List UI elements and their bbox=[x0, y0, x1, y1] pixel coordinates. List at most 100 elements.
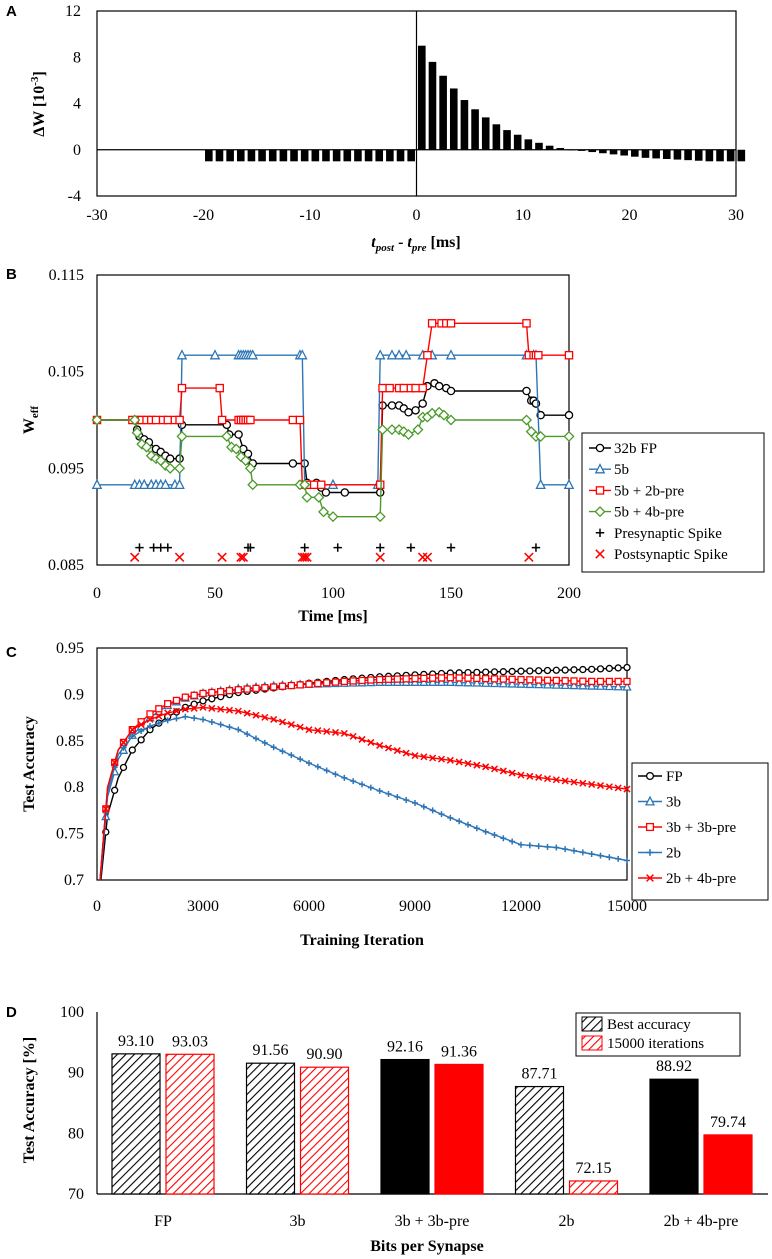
series-point bbox=[569, 680, 579, 690]
x-tick-label: 6000 bbox=[293, 898, 325, 915]
series-point bbox=[384, 744, 393, 752]
panel-b-series bbox=[91, 319, 575, 523]
panel-d-y-ticks: 70 80 90 100 bbox=[60, 1004, 84, 1203]
x-tick-label: -20 bbox=[193, 207, 214, 224]
series-point bbox=[543, 676, 552, 684]
series-point bbox=[225, 706, 234, 714]
y-tick-label: 0.7 bbox=[64, 872, 84, 889]
series-point bbox=[377, 424, 389, 436]
series-point bbox=[464, 760, 472, 768]
legend-marker bbox=[595, 549, 605, 559]
series-point bbox=[159, 459, 171, 471]
series-point bbox=[297, 349, 308, 360]
spike-marker bbox=[333, 543, 342, 552]
series-point bbox=[552, 666, 560, 674]
y-tick-label: 0.8 bbox=[64, 779, 84, 796]
legend-label: 5b bbox=[614, 462, 629, 478]
panel-c-y-ticks: 0.7 0.75 0.8 0.85 0.9 0.95 bbox=[56, 640, 84, 889]
panel-b-spike-events bbox=[130, 543, 541, 562]
panel-a-axes bbox=[97, 11, 736, 196]
series-point bbox=[296, 723, 304, 731]
series-point bbox=[385, 383, 394, 393]
spike-marker bbox=[422, 552, 433, 562]
bar-data-label: 72.15 bbox=[576, 1160, 612, 1177]
series-point bbox=[376, 741, 384, 749]
series-point bbox=[596, 782, 605, 790]
x-tick-label: 2b + 4b-pre bbox=[664, 1213, 739, 1230]
series-point bbox=[482, 763, 490, 771]
x-tick-label: 10 bbox=[515, 207, 531, 224]
x-tick-label: 9000 bbox=[399, 898, 431, 915]
series-point bbox=[146, 715, 154, 723]
series-point bbox=[412, 424, 424, 436]
series-point bbox=[172, 696, 181, 705]
stdp-bar bbox=[386, 149, 394, 162]
legend-label: 5b + 4b-pre bbox=[614, 505, 684, 521]
series-point bbox=[534, 350, 543, 360]
y-tick-label: 0.95 bbox=[56, 640, 84, 657]
series-point bbox=[508, 667, 516, 676]
stdp-bar bbox=[705, 149, 714, 162]
series-point bbox=[138, 478, 150, 490]
series-point bbox=[564, 350, 574, 360]
series-point bbox=[604, 681, 614, 691]
series-point bbox=[535, 676, 543, 684]
panel-a-x-axis-title: tpost - tpre [ms] bbox=[371, 234, 460, 254]
series-point bbox=[314, 679, 322, 688]
panel-letter-b: B bbox=[6, 266, 17, 283]
legend-marker bbox=[644, 795, 656, 806]
panel-b-legend: 32b FP 5b 5b + 2b-pre 5b + 4b-pre Presynapti… bbox=[581, 432, 765, 573]
series-point bbox=[279, 748, 286, 755]
series-point bbox=[509, 838, 516, 845]
series-point bbox=[393, 747, 401, 755]
series-point bbox=[588, 677, 596, 686]
series-point bbox=[314, 727, 322, 735]
stdp-bar bbox=[354, 149, 362, 162]
series-point bbox=[332, 771, 339, 778]
series-point bbox=[172, 707, 181, 715]
series-point bbox=[446, 756, 454, 764]
series-point bbox=[507, 678, 517, 688]
series-point bbox=[221, 430, 233, 442]
series-point bbox=[508, 675, 516, 683]
stdp-bar bbox=[524, 139, 533, 150]
legend-marker bbox=[646, 849, 654, 856]
series-point bbox=[490, 765, 499, 773]
series-point bbox=[437, 674, 446, 682]
spike-marker bbox=[531, 543, 541, 552]
series-point bbox=[252, 711, 260, 719]
stdp-bar bbox=[343, 149, 352, 162]
series-point bbox=[253, 735, 259, 742]
series-point bbox=[563, 430, 575, 442]
series-point bbox=[261, 684, 269, 692]
series-point bbox=[270, 744, 277, 751]
series-point bbox=[146, 710, 154, 718]
series-point bbox=[190, 691, 198, 699]
series-point bbox=[199, 703, 207, 711]
series-point bbox=[535, 430, 547, 442]
series-point bbox=[481, 677, 491, 687]
panel-b-y-axis-title: Weff bbox=[21, 406, 41, 435]
series-point bbox=[164, 700, 172, 708]
series-point bbox=[464, 674, 472, 682]
series-point bbox=[306, 760, 312, 767]
spike-marker bbox=[174, 552, 185, 562]
series-point bbox=[200, 716, 206, 723]
series-point bbox=[420, 803, 427, 810]
series-point bbox=[542, 679, 553, 689]
series-point bbox=[244, 462, 256, 474]
series-point bbox=[447, 814, 454, 821]
panel-c-x-axis-title: Training Iteration bbox=[300, 932, 424, 949]
legend-label: 3b + 3b-pre bbox=[666, 820, 736, 836]
panel-a-stdp-chart: -30 -20 -10 0 10 20 30 -4 0 4 8 12 tpost - tpre [m… bbox=[29, 3, 746, 254]
series-point bbox=[243, 709, 251, 717]
series-point bbox=[314, 763, 321, 770]
series-point bbox=[225, 687, 234, 695]
series-point bbox=[234, 686, 242, 694]
series-point bbox=[438, 409, 450, 421]
y-tick-label: 80 bbox=[68, 1125, 84, 1142]
series-point bbox=[579, 849, 586, 856]
series-point bbox=[399, 383, 409, 393]
panel-a-x-ticks: -30 -20 -10 0 10 20 30 bbox=[86, 207, 744, 224]
